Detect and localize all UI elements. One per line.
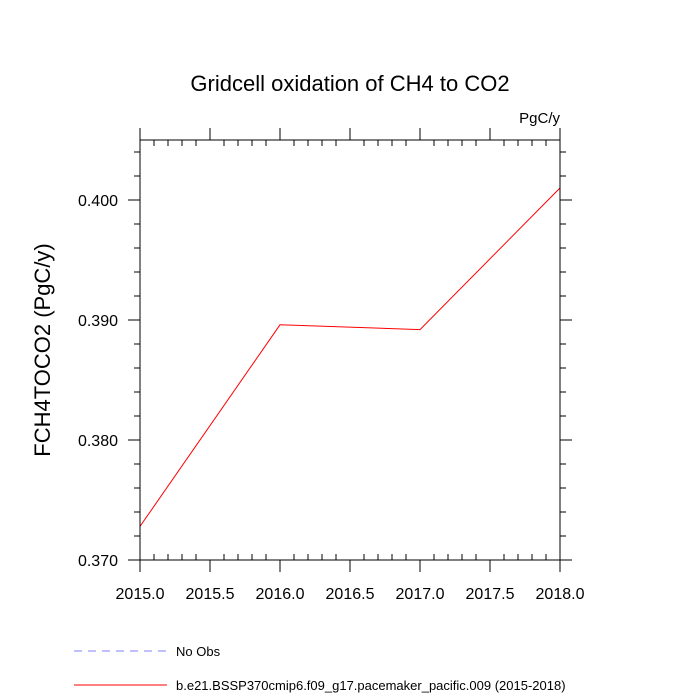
y-tick-label: 0.400 (78, 193, 118, 210)
y-axis-label: FCH4TOCO2 (PgC/y) (30, 243, 55, 457)
x-tick-label: 2017.0 (396, 586, 445, 603)
chart-title: Gridcell oxidation of CH4 to CO2 (190, 71, 509, 96)
x-tick-label: 2016.5 (326, 586, 375, 603)
series-line-1 (139, 187, 561, 527)
x-tick-label: 2015.0 (116, 586, 165, 603)
legend-label-0: No Obs (176, 644, 221, 659)
y-tick-label: 0.370 (78, 553, 118, 570)
legend-label-1: b.e21.BSSP370cmip6.f09_g17.pacemaker_pac… (176, 678, 566, 693)
x-tick-label: 2016.0 (256, 586, 305, 603)
x-axis-tick-labels: 2015.0 2015.5 2016.0 2016.5 2017.0 2017.5 2018… (116, 586, 585, 603)
units-label: PgC/y (519, 110, 560, 127)
data-series (139, 187, 561, 527)
x-tick-label: 2018.0 (536, 586, 585, 603)
y-tick-label: 0.380 (78, 433, 118, 450)
plot-frame (139, 139, 561, 561)
legend: No Obs b.e21.BSSP370cmip6.f09_g17.pacemak… (74, 644, 566, 693)
axis-ticks (128, 128, 572, 572)
y-tick-label: 0.390 (78, 313, 118, 330)
x-tick-label: 2015.5 (186, 586, 235, 603)
y-axis-tick-labels: 0.370 0.380 0.390 0.400 (78, 193, 118, 570)
x-tick-label: 2017.5 (466, 586, 515, 603)
